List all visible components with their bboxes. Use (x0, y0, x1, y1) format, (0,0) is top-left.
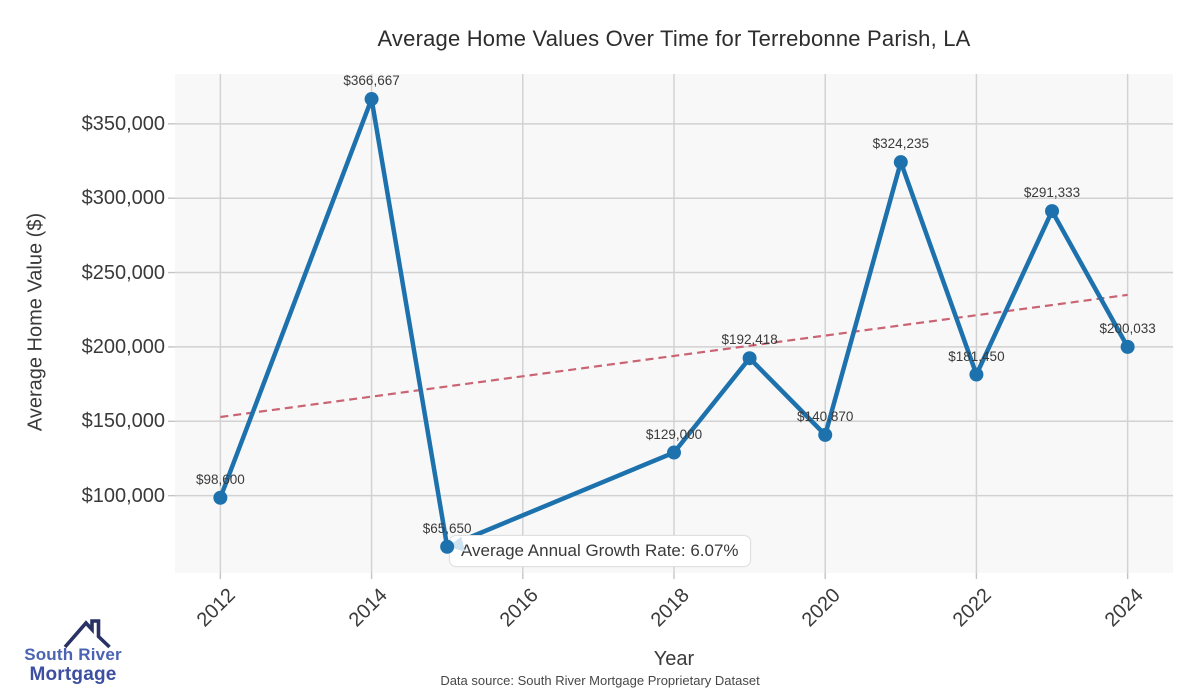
data-point-label: $181,450 (948, 348, 1005, 364)
logo-text-south-river: South River (24, 645, 122, 664)
home-value-line (218, 96, 1130, 549)
y-tick-label: $250,000 (81, 261, 165, 284)
x-tick-label: 2014 (344, 584, 392, 632)
x-tick-label: 2022 (949, 584, 997, 632)
house-roof-icon (63, 619, 111, 649)
y-tick-label: $100,000 (81, 484, 165, 507)
data-points-overlay (213, 92, 1135, 554)
data-point (440, 539, 455, 554)
trend-line (220, 293, 1128, 419)
x-tick-label: 2016 (495, 584, 543, 632)
south-river-mortgage-logo: South River Mortgage (15, 615, 131, 690)
plot-canvas (168, 74, 1173, 579)
data-point-label: $366,667 (343, 73, 400, 89)
y-tick-label: $150,000 (81, 410, 165, 433)
data-point-label: $291,333 (1023, 185, 1081, 201)
data-point (364, 92, 379, 107)
x-tick-label: 2024 (1100, 584, 1148, 632)
data-point-label: $98,600 (195, 471, 245, 487)
y-tick-label: $300,000 (81, 187, 165, 210)
data-point-label: $324,235 (872, 136, 929, 152)
data-point-label: $200,033 (1099, 320, 1156, 336)
data-point (213, 490, 228, 505)
growth-rate-annotation: Average Annual Growth Rate: 6.07% (449, 535, 751, 567)
data-source-text: Data source: South River Mortgage Propri… (440, 673, 760, 688)
logo-text-mortgage: Mortgage (29, 664, 117, 685)
data-point (1120, 339, 1135, 354)
data-point (893, 155, 908, 170)
data-point (667, 445, 681, 460)
data-point-label: $129,000 (645, 426, 703, 442)
data-point (969, 367, 984, 382)
y-axis-title: Average Home Value ($) (24, 212, 47, 432)
x-axis-title: Year (653, 648, 695, 670)
x-tick-label: 2012 (193, 584, 241, 632)
data-point-label: $140,870 (797, 408, 854, 424)
y-tick-label: $200,000 (81, 335, 165, 358)
data-point (742, 351, 757, 366)
x-tick-label: 2020 (797, 584, 845, 632)
chart-title: Average Home Values Over Time for Terreb… (377, 26, 971, 51)
data-point (1045, 204, 1060, 219)
data-point-label: $65,650 (422, 520, 472, 536)
y-tick-label: $350,000 (81, 112, 165, 135)
x-tick-label: 2018 (646, 584, 694, 632)
data-point (818, 427, 833, 442)
data-point-label: $192,418 (721, 332, 778, 348)
